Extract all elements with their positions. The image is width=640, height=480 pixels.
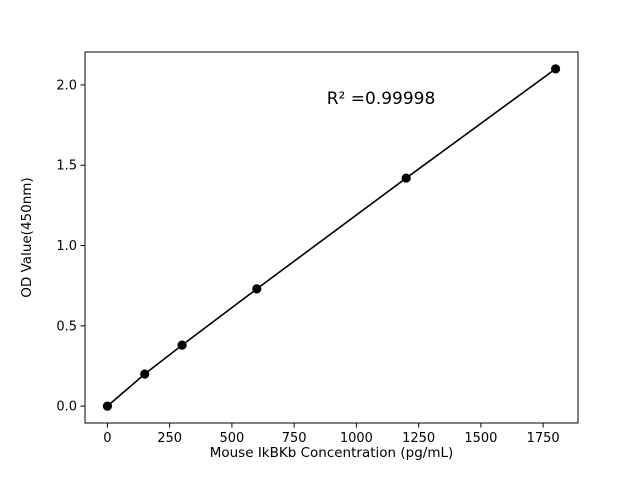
data-point [102, 401, 113, 411]
data-point [140, 369, 150, 379]
x-tick-label: 0 [103, 431, 111, 446]
chart-generated-layer: 0 250 500 750 1000 1250 1500 1750 0.0 0.5 1.0 1.5 2.… [56, 51, 579, 446]
x-tick-label: 1250 [402, 431, 435, 446]
y-tick-label: 1.0 [56, 239, 77, 254]
x-tick-label: 500 [219, 431, 244, 446]
data-point [550, 64, 561, 74]
y-tick-label: 1.5 [56, 159, 77, 174]
y-tick-label: 0.0 [56, 400, 77, 415]
data-point [252, 284, 262, 294]
y-tick-label: 0.5 [56, 319, 77, 334]
plot-border [84, 51, 579, 424]
r-squared-annotation: R² =0.99998 [327, 89, 436, 109]
data-point [401, 173, 411, 183]
x-tick-label: 1000 [340, 431, 373, 446]
x-tick-label: 750 [282, 431, 307, 446]
x-tick-label: 1750 [527, 431, 560, 446]
fit-line [106, 68, 557, 407]
y-tick-label: 2.0 [56, 78, 77, 93]
data-point [177, 340, 187, 350]
x-tick-label: 250 [157, 431, 182, 446]
x-tick-label: 1500 [464, 431, 497, 446]
y-axis-label: OD Value(450nm) [19, 177, 35, 297]
x-axis-label: Mouse IkBKb Concentration (pg/mL) [210, 445, 454, 461]
